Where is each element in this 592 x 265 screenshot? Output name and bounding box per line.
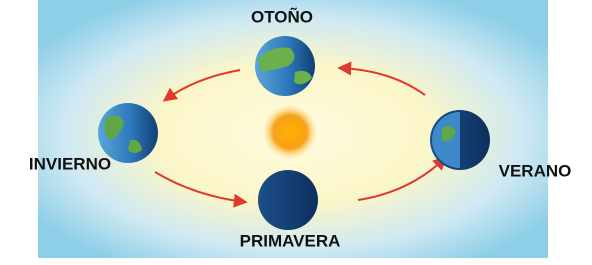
earth-right [430,110,490,170]
seasons-diagram: OTOÑO INVIERNO VERANO PRIMAVERA [0,0,592,260]
season-label: INVIERNO [29,154,111,173]
season-label: VERANO [499,161,572,180]
earth-top [255,36,315,96]
season-label: OTOÑO [251,6,313,26]
season-label: PRIMAVERA [240,231,341,250]
earth-bottom [258,170,318,230]
sun [262,104,318,160]
page: OTOÑO INVIERNO VERANO PRIMAVERA (() => {… [0,0,592,260]
